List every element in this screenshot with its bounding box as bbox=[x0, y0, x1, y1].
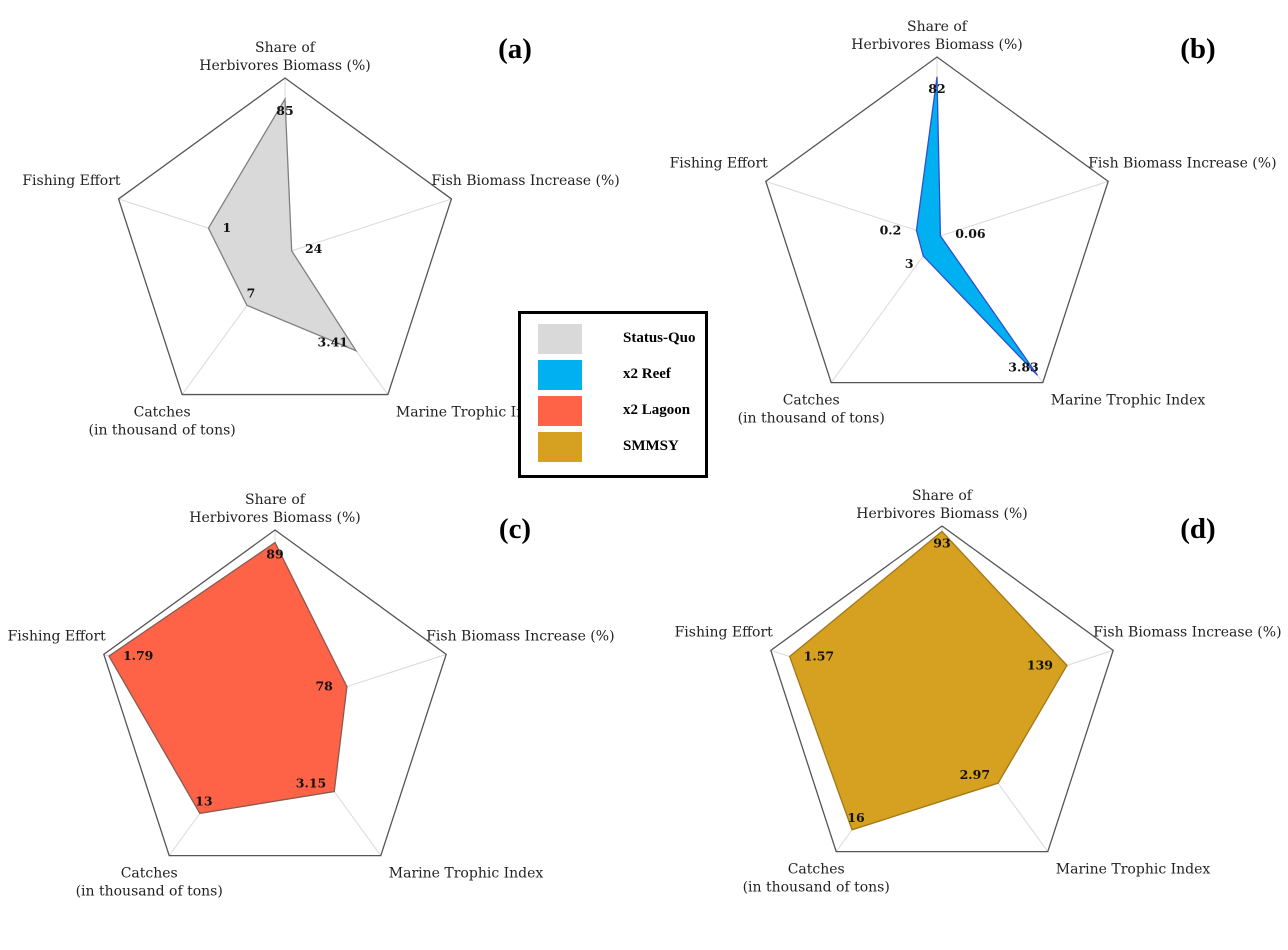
axis-label: (in thousand of tons) bbox=[76, 884, 223, 900]
legend: Status-Quo x2 Reef x2 Lagoon SMMSY bbox=[518, 311, 708, 478]
value-label: 1 bbox=[222, 220, 231, 235]
series-area bbox=[108, 541, 348, 815]
axis-label: Herbivores Biomass (%) bbox=[199, 58, 370, 74]
axis-spoke bbox=[936, 180, 1109, 238]
axis-spoke bbox=[765, 180, 938, 238]
radar-panel-1: 85 24 3.41 7 1 Share of Herbivores Biomass (%)… bbox=[22, 33, 619, 439]
value-label: 85 bbox=[276, 103, 293, 118]
legend-swatch bbox=[538, 396, 582, 426]
legend-item: x2 Lagoon bbox=[538, 396, 703, 426]
panel-label: (d) bbox=[1180, 513, 1215, 545]
value-label: 24 bbox=[305, 241, 323, 256]
axis-label: Marine Trophic Index bbox=[1051, 393, 1206, 409]
radar-panel-3: 89 78 3.15 13 1.79 Share of Herbivores Biomass… bbox=[8, 492, 615, 900]
axis-label: Share of bbox=[255, 40, 317, 56]
panel-label: (b) bbox=[1180, 33, 1215, 65]
radar-panel-4: 93 139 2.97 16 1.57 Share of Herbivores Biomas… bbox=[675, 488, 1282, 896]
value-label: 0.2 bbox=[880, 222, 902, 237]
radar-panel-2: 82 0.06 3.83 3 0.2 Share of Herbivores Biomass… bbox=[670, 19, 1277, 427]
axis-label: Catches bbox=[783, 393, 840, 409]
value-label: 0.06 bbox=[955, 226, 986, 241]
axis-label: Catches bbox=[788, 862, 845, 878]
axis-label: Marine Trophic Index bbox=[1056, 862, 1211, 878]
axis-label: Fish Biomass Increase (%) bbox=[431, 173, 619, 189]
axis-label: Fish Biomass Increase (%) bbox=[1088, 155, 1276, 171]
axis-label: Share of bbox=[245, 492, 307, 508]
legend-swatch bbox=[538, 324, 582, 354]
legend-item: x2 Reef bbox=[538, 360, 703, 390]
value-label: 82 bbox=[928, 81, 945, 96]
series-area bbox=[788, 530, 1068, 831]
axis-label: (in thousand of tons) bbox=[743, 880, 890, 896]
axis-label: Fishing Effort bbox=[8, 628, 107, 644]
axis-label: Share of bbox=[907, 19, 969, 35]
value-label: 1.57 bbox=[804, 648, 834, 663]
axis-spoke bbox=[830, 236, 938, 383]
legend-swatch bbox=[538, 432, 582, 462]
axis-label: Fishing Effort bbox=[675, 624, 774, 640]
axis-label: (in thousand of tons) bbox=[738, 411, 885, 427]
value-label: 139 bbox=[1027, 657, 1053, 672]
value-label: 13 bbox=[195, 793, 212, 808]
axis-label: (in thousand of tons) bbox=[89, 423, 236, 439]
value-label: 3 bbox=[905, 256, 914, 271]
axis-label: Fish Biomass Increase (%) bbox=[1093, 624, 1281, 640]
axis-label: Herbivores Biomass (%) bbox=[851, 37, 1022, 53]
axis-label: Fishing Effort bbox=[670, 155, 769, 171]
axis-label: Marine Trophic Index bbox=[389, 866, 544, 882]
series-area bbox=[207, 96, 358, 353]
value-label: 3.83 bbox=[1008, 359, 1038, 374]
value-label: 78 bbox=[315, 679, 333, 694]
legend-item: Status-Quo bbox=[538, 324, 703, 354]
legend-item: SMMSY bbox=[538, 432, 703, 462]
value-label: 89 bbox=[266, 547, 283, 562]
axis-label: Herbivores Biomass (%) bbox=[189, 510, 360, 526]
panel-label: (c) bbox=[499, 513, 531, 545]
legend-label: Status-Quo bbox=[623, 330, 696, 346]
value-label: 7 bbox=[247, 285, 256, 300]
value-label: 16 bbox=[847, 810, 865, 825]
outer-frame bbox=[770, 525, 1114, 853]
value-label: 3.15 bbox=[296, 776, 326, 791]
outer-frame bbox=[765, 56, 1109, 384]
axis-label: Herbivores Biomass (%) bbox=[856, 506, 1027, 522]
value-label: 1.79 bbox=[123, 648, 153, 663]
panel-label: (a) bbox=[498, 33, 532, 65]
value-label: 3.41 bbox=[318, 335, 348, 350]
axis-label: Fishing Effort bbox=[22, 173, 121, 189]
value-label: 2.97 bbox=[960, 767, 990, 782]
series-area bbox=[915, 76, 1039, 376]
legend-label: SMMSY bbox=[623, 438, 679, 454]
axis-label: Fish Biomass Increase (%) bbox=[426, 628, 614, 644]
axis-label: Marine Trophic Index bbox=[396, 405, 551, 421]
legend-swatch bbox=[538, 360, 582, 390]
legend-label: x2 Reef bbox=[623, 366, 671, 382]
axis-label: Share of bbox=[912, 488, 974, 504]
legend-label: x2 Lagoon bbox=[623, 402, 691, 418]
outer-frame bbox=[103, 529, 447, 857]
axis-label: Catches bbox=[134, 405, 191, 421]
axis-label: Catches bbox=[121, 866, 178, 882]
value-label: 93 bbox=[933, 535, 950, 550]
outer-frame bbox=[117, 77, 453, 396]
axis-spoke bbox=[284, 198, 452, 254]
